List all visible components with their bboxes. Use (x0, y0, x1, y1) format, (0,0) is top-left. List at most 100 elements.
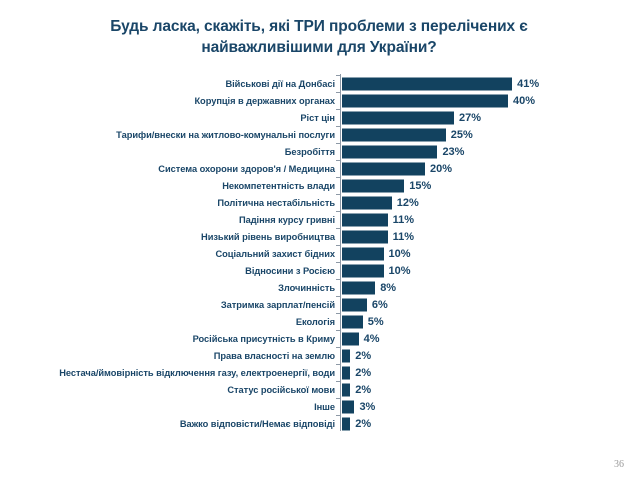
page-number: 36 (614, 459, 624, 470)
bar-row: Низький рівень виробництва 11% (0, 228, 638, 245)
bar-row: Права власності на землю 2% (0, 347, 638, 364)
bar-value-label: 41% (517, 77, 540, 90)
category-label: Статус російської мови (227, 384, 335, 395)
category-label: Безробіття (284, 146, 335, 157)
bar-row: Інше 3% (0, 398, 638, 415)
bar-value-label: 20% (430, 162, 453, 175)
bar (342, 247, 384, 260)
bar-row: Екологія 5% (0, 313, 638, 330)
category-label: Російська присутність в Криму (192, 333, 335, 344)
category-label: Інше (314, 401, 335, 412)
axis-tick (336, 143, 340, 144)
bar-value-label: 6% (371, 298, 388, 311)
category-label: Низький рівень виробництва (201, 231, 335, 242)
bar-value-label: 2% (355, 383, 372, 396)
bar-row: Політична нестабільність 12% (0, 194, 638, 211)
category-label: Система охорони здоров'я / Медицина (158, 163, 335, 174)
category-label: Екологія (295, 316, 335, 327)
bar (342, 366, 351, 379)
bar-value-label: 23% (442, 145, 465, 158)
axis-tick (336, 177, 340, 178)
bar (342, 298, 367, 311)
bar-row: Ріст цін 27% (0, 109, 638, 126)
bar-row: Соціальний захист бідних 10% (0, 245, 638, 262)
bar-row: Статус російської мови 2% (0, 381, 638, 398)
bar-row: Тарифи/внески на житлово-комунальні посл… (0, 126, 638, 143)
bar-row: Нестача/ймовірність відключення газу, ел… (0, 364, 638, 381)
page-title: Будь ласка, скажіть, які ТРИ проблеми з … (110, 18, 528, 56)
category-label: Корупція в державних органах (194, 95, 335, 106)
bar-row: Безробіття 23% (0, 143, 638, 160)
category-label: Політична нестабільність (217, 197, 335, 208)
bar (342, 162, 425, 175)
axis-tick (336, 75, 340, 76)
category-axis-line (340, 74, 341, 431)
bar-row: Важко відповісти/Немає відповіді 2% (0, 415, 638, 432)
axis-tick (336, 296, 340, 297)
bar-row: Падіння курсу гривні 11% (0, 211, 638, 228)
axis-tick (336, 415, 340, 416)
bar-value-label: 27% (459, 111, 482, 124)
bar-row: Корупція в державних органах 40% (0, 92, 638, 109)
category-label: Соціальний захист бідних (215, 248, 335, 259)
bar (342, 128, 446, 141)
bar-value-label: 11% (392, 213, 415, 226)
bar-row: Військові дії на Донбасі 41% (0, 75, 638, 92)
bar-row: Некомпетентність влади 15% (0, 177, 638, 194)
axis-tick (336, 160, 340, 161)
bar (342, 230, 388, 243)
bar-value-label: 25% (450, 128, 473, 141)
bar-value-label: 11% (392, 230, 415, 243)
bar (342, 315, 363, 328)
bar-value-label: 15% (409, 179, 432, 192)
bar (342, 77, 513, 90)
category-label: Падіння курсу гривні (238, 214, 335, 225)
bar-value-label: 12% (396, 196, 419, 209)
bar-value-label: 3% (359, 400, 376, 413)
category-label: Некомпетентність влади (222, 180, 335, 191)
bar (342, 281, 376, 294)
axis-tick (336, 347, 340, 348)
bar-row: Відносини з Росією 10% (0, 262, 638, 279)
axis-tick (336, 364, 340, 365)
category-label: Тарифи/внески на житлово-комунальні посл… (116, 129, 335, 140)
axis-tick (336, 245, 340, 246)
bar-row: Затримка зарплат/пенсій 6% (0, 296, 638, 313)
axis-tick (336, 398, 340, 399)
axis-tick (336, 330, 340, 331)
bar-value-label: 4% (363, 332, 380, 345)
bar (342, 349, 351, 362)
bar-value-label: 2% (355, 417, 372, 430)
bar-value-label: 2% (355, 349, 372, 362)
axis-tick (336, 279, 340, 280)
bar (342, 94, 508, 107)
bar (342, 417, 351, 430)
axis-tick (336, 109, 340, 110)
bar (342, 111, 455, 124)
bar-row: Російська присутність в Криму 4% (0, 330, 638, 347)
axis-tick (336, 313, 340, 314)
category-label: Військові дії на Донбасі (225, 78, 335, 89)
category-label: Нестача/ймовірність відключення газу, ел… (59, 367, 335, 378)
bar-value-label: 8% (380, 281, 397, 294)
bar-value-label: 40% (513, 94, 536, 107)
axis-tick (336, 126, 340, 127)
axis-tick (336, 228, 340, 229)
bar-value-label: 10% (388, 264, 411, 277)
axis-tick (336, 211, 340, 212)
bar-row: Система охорони здоров'я / Медицина 20% (0, 160, 638, 177)
bar (342, 213, 388, 226)
category-label: Ріст цін (300, 112, 335, 123)
bar (342, 179, 405, 192)
bar-row: Злочинність 8% (0, 279, 638, 296)
bar (342, 332, 359, 345)
category-label: Затримка зарплат/пенсій (220, 299, 335, 310)
bar-chart: Військові дії на Донбасі 41% Корупція в де… (0, 74, 638, 442)
axis-tick (336, 92, 340, 93)
axis-tick (336, 262, 340, 263)
axis-tick (336, 194, 340, 195)
bar (342, 383, 351, 396)
bar-value-label: 5% (367, 315, 384, 328)
bar (342, 264, 384, 277)
